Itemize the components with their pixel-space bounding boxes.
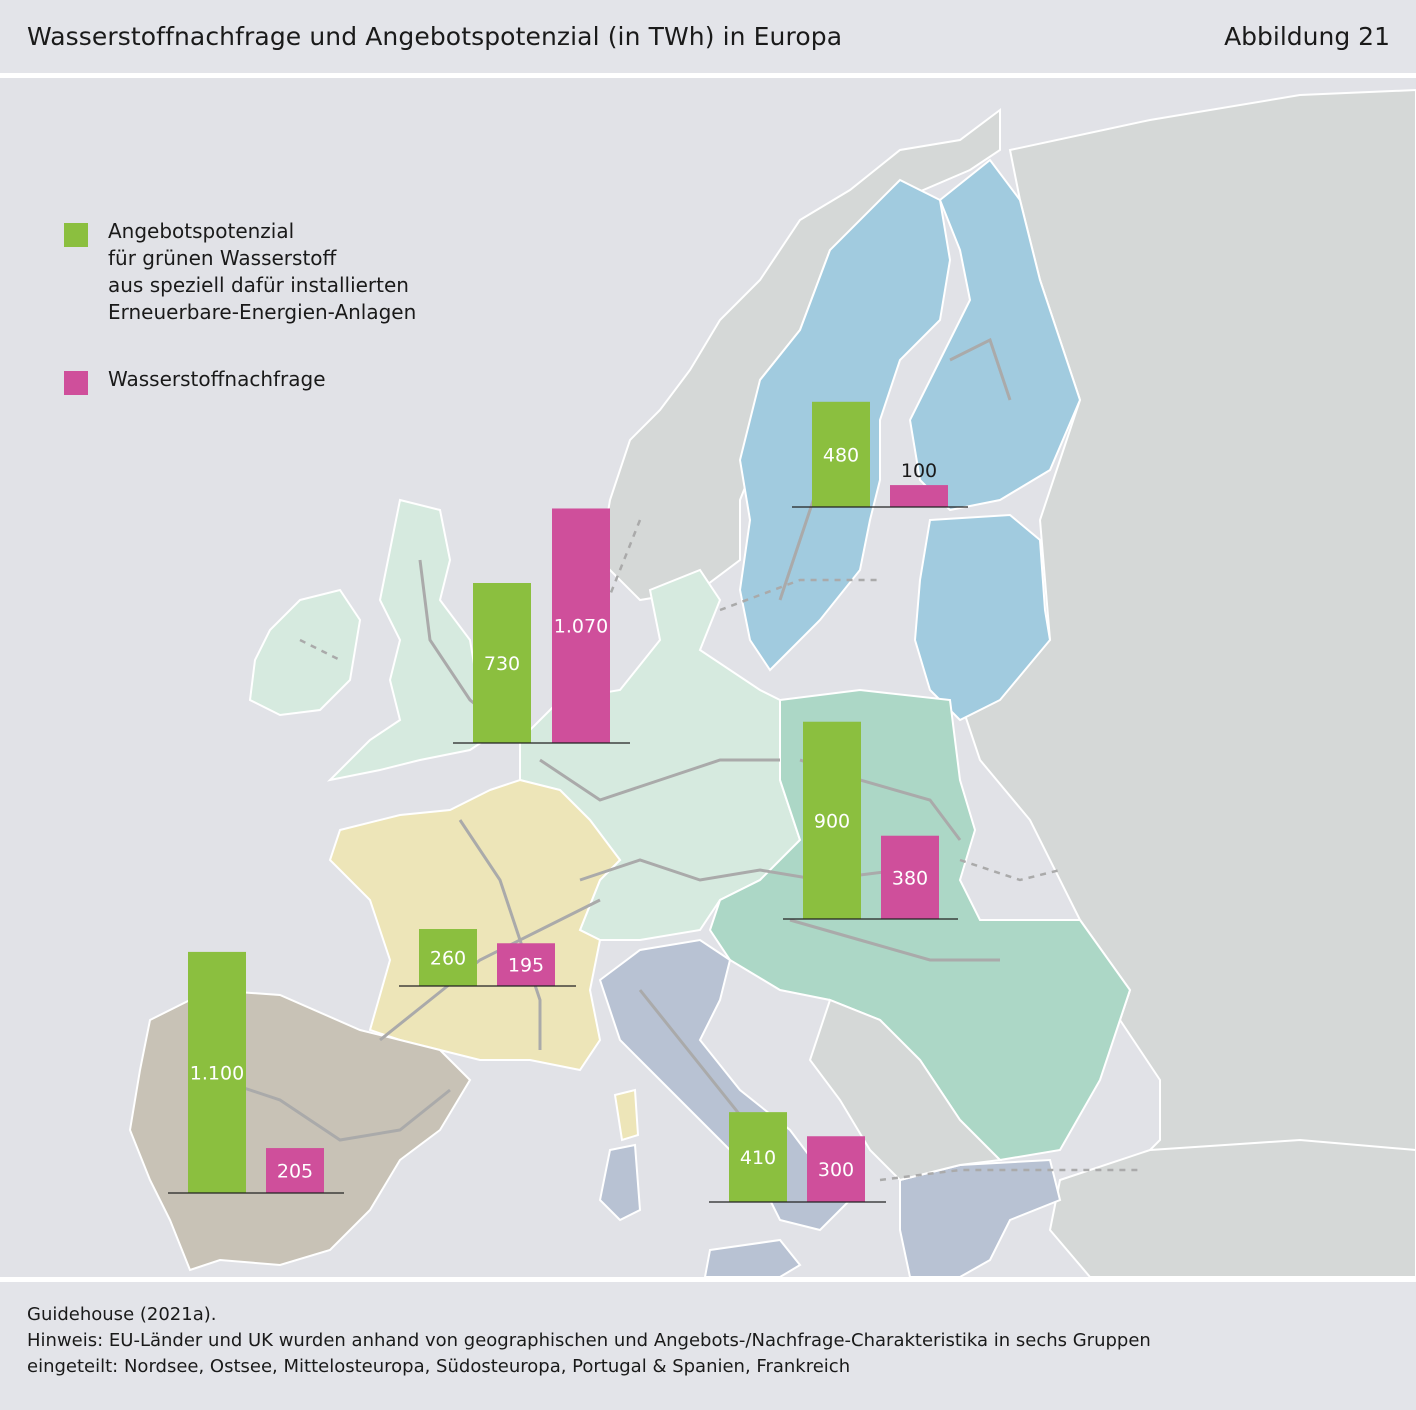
footer: Guidehouse (2021a). Hinweis: EU-Länder u… [27,1302,1151,1380]
supply-bar [803,721,861,919]
header: Wasserstoffnachfrage und Angebotspotenzi… [0,0,1416,74]
supply-bar [812,401,870,507]
uk-landmass [326,498,502,782]
demand-bar [497,943,555,986]
demand-bar [807,1136,865,1202]
demand-value-label: 195 [508,955,544,977]
corsica-landmass [613,1088,640,1142]
sardinia-landmass [598,1143,642,1222]
demand-bar [552,508,610,743]
greece-landmass [899,1158,1062,1277]
supply-bar [188,951,246,1193]
legend-supply-line-4: Erneuerbare-Energien-Anlagen [108,300,417,324]
supply-value-label: 1.100 [190,1062,244,1084]
supply-value-label: 410 [740,1147,776,1169]
demand-bar [881,835,939,919]
europe-map: 730 1.070 480 100 900 380 260 195 1.100 205 410 300… [0,78,1416,1277]
legend-swatch-demand [64,371,88,395]
supply-bar [473,583,531,743]
demand-bar [890,485,948,507]
supply-value-label: 480 [823,444,859,466]
map-svg: 730 1.070 480 100 900 380 260 195 1.100 205 410 300 [128,88,1416,1277]
footer-divider [0,1277,1416,1282]
demand-value-label: 1.070 [554,616,608,638]
demand-value-label: 100 [901,460,937,482]
supply-value-label: 900 [814,810,850,832]
supply-value-label: 730 [484,653,520,675]
demand-value-label: 300 [818,1159,854,1181]
source-note: Guidehouse (2021a). [27,1304,217,1325]
demand-bar [266,1148,324,1193]
finland-landmass [908,158,1082,512]
baltic-states-landmass [913,513,1052,722]
figure-number: Abbildung 21 [1224,22,1390,51]
legend-supply-line-1: Angebotspotenzial [108,219,295,243]
legend-supply-line-2: für grünen Wasserstoff [108,246,337,270]
demand-value-label: 205 [277,1161,313,1183]
legend-supply-line-3: aus speziell dafür installierten [108,273,409,297]
planned-pipelines [299,519,1140,1182]
legend-swatch-supply [64,223,88,247]
legend-item-supply: Angebotspotenzial für grünen Wasserstoff… [64,218,416,326]
supply-bar [419,929,477,986]
pipeline-network [219,337,1012,1142]
ireland-landmass [248,588,362,717]
figure-title: Wasserstoffnachfrage und Angebotspotenzi… [27,22,843,51]
sicily-landmass [703,1238,802,1277]
france-landmass [328,778,622,1072]
region-bars: 730 1.070 480 100 900 380 260 195 1.100 205 410 300 [168,401,968,1203]
footnote-line-1: Hinweis: EU-Länder und UK wurden anhand … [27,1330,1151,1351]
legend: Angebotspotenzial für grünen Wasserstoff… [64,218,416,395]
header-divider [0,73,1416,78]
supply-bar [729,1112,787,1202]
balkans-landmass [808,998,1003,1182]
supply-value-label: 260 [430,948,466,970]
legend-demand-label: Wasserstoffnachfrage [108,367,326,391]
turkey-landmass [1048,1138,1416,1277]
demand-value-label: 380 [892,867,928,889]
legend-item-demand: Wasserstoffnachfrage [64,366,416,395]
footnote-line-2: eingeteilt: Nordsee, Ostsee, Mittelosteu… [27,1356,851,1377]
